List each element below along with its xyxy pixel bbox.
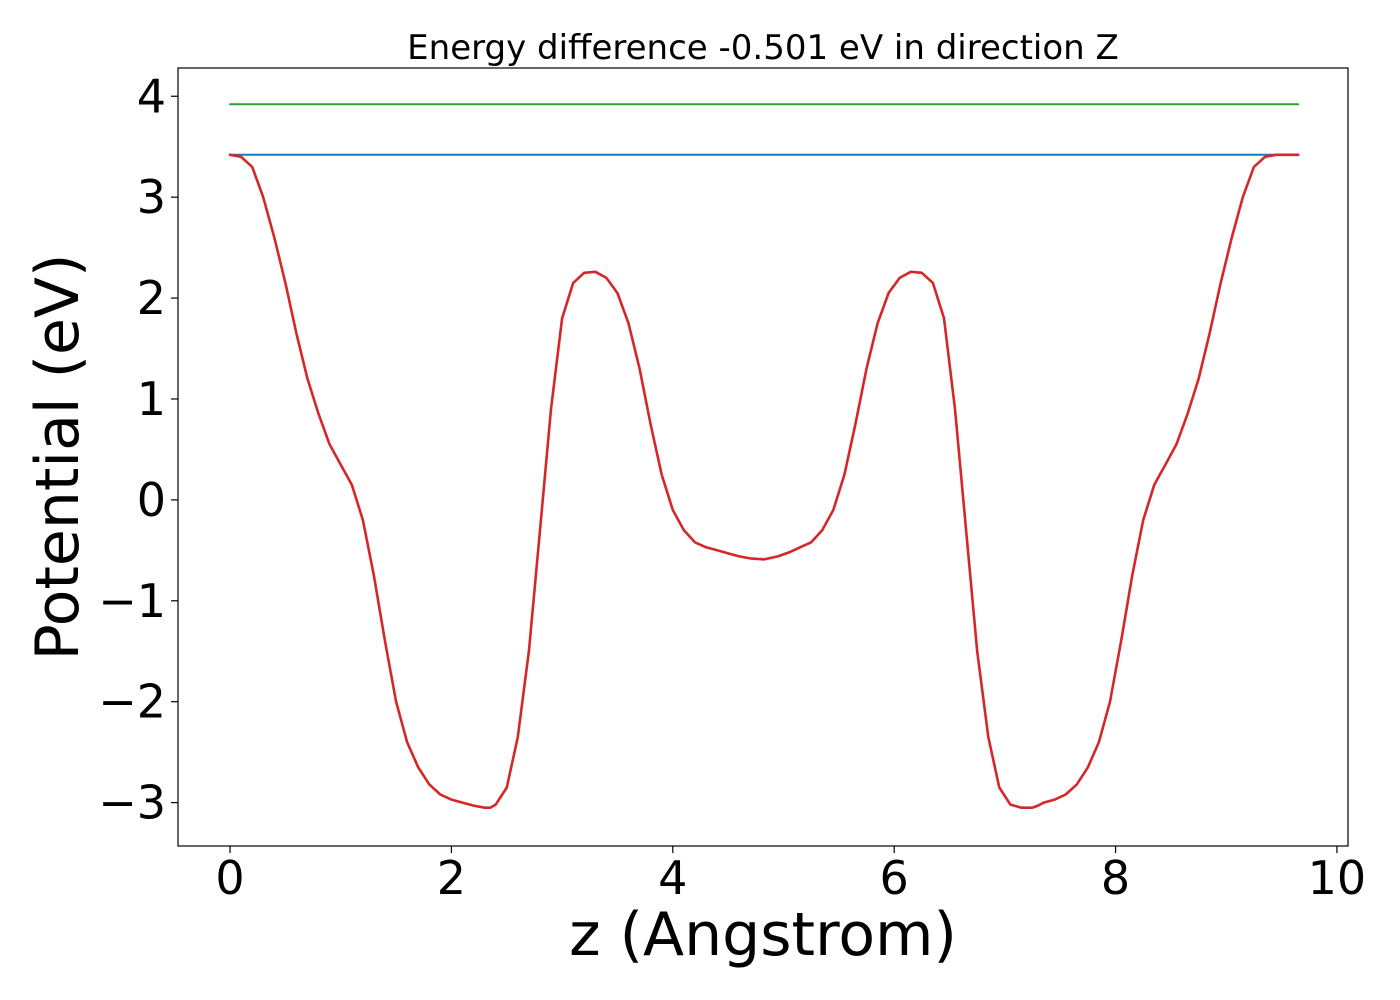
x-axis: 0 2 4 6 8 10 (215, 846, 1366, 905)
y-tick-label: 1 (137, 372, 166, 426)
y-tick-label: 0 (137, 473, 166, 527)
x-tick-label: 10 (1308, 851, 1367, 905)
chart-title: Energy difference -0.501 eV in direction… (407, 28, 1119, 68)
y-tick-label: 4 (137, 69, 166, 123)
y-axis-label: Potential (eV) (23, 254, 93, 661)
series-layer (228, 103, 1300, 810)
y-tick-label: 2 (137, 271, 166, 325)
y-axis: −3 −2 −1 0 1 2 3 4 (98, 69, 178, 830)
plot-frame (177, 67, 1349, 847)
x-tick-label: 4 (658, 851, 687, 905)
y-tick-label: −3 (98, 776, 166, 830)
series-line-red (228, 153, 1300, 810)
x-tick-label: 6 (880, 851, 909, 905)
x-axis-label: z (Angstrom) (569, 900, 957, 970)
x-tick-label: 2 (437, 851, 466, 905)
y-tick-label: −2 (98, 675, 166, 729)
x-tick-label: 0 (215, 851, 244, 905)
x-tick-label: 8 (1101, 851, 1130, 905)
y-tick-label: 3 (137, 170, 166, 224)
y-tick-label: −1 (98, 574, 166, 628)
